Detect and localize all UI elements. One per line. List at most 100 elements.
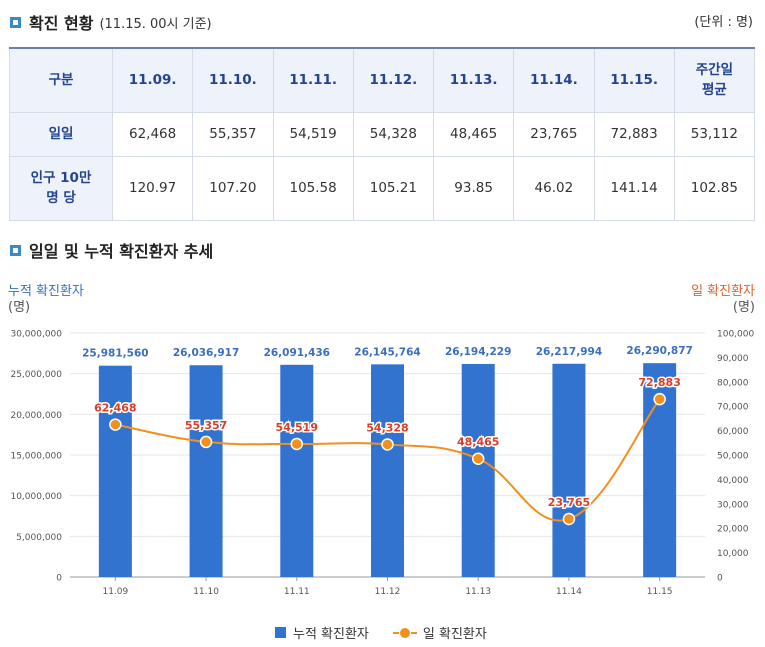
x-tick-label: 11.12 — [375, 587, 401, 597]
x-tick-label: 11.15 — [647, 587, 673, 597]
header-cell: 11.15. — [593, 47, 675, 113]
table-cell: 46.02 — [513, 155, 595, 221]
unit-label: (단위 : 명) — [694, 15, 753, 30]
left-axis-label: 누적 확진환자 — [8, 284, 84, 299]
table-cell: 54,328 — [352, 111, 435, 157]
row-label: 일일 — [9, 111, 113, 157]
bar-value-label: 26,194,229 — [445, 346, 511, 358]
point-value-label: 48,465 — [457, 436, 499, 449]
table-header-row: 구분 11.09. 11.10. 11.11. 11.12. 11.13. 11.14. 11… — [9, 47, 756, 113]
daily-cases-point — [381, 438, 394, 451]
left-tick-label: 30,000,000 — [10, 330, 62, 340]
daily-cases-point — [562, 512, 576, 526]
table-cell: 55,357 — [192, 111, 274, 157]
right-tick-label: 90,000 — [717, 354, 749, 364]
bar — [552, 363, 586, 577]
left-axis-unit: (명) — [8, 300, 31, 315]
status-title: 확진 현황 — [29, 14, 94, 33]
right-tick-label: 20,000 — [717, 525, 749, 535]
table-cell: 105.58 — [272, 155, 354, 221]
table-cell: 72,883 — [593, 111, 675, 157]
bar-value-label: 26,091,436 — [264, 347, 330, 359]
legend-line-label: 일 확진환자 — [422, 627, 487, 642]
left-tick-label: 25,000,000 — [10, 370, 62, 380]
left-axis-title: 누적 확진환자 (명) — [8, 284, 84, 316]
right-tick-label: 70,000 — [717, 403, 749, 413]
header-cell: 11.10. — [192, 47, 274, 113]
right-tick-label: 40,000 — [717, 476, 749, 486]
header-cell: 11.14. — [513, 47, 595, 113]
right-tick-label: 60,000 — [717, 427, 749, 437]
header-cell: 주간일 평균 — [673, 47, 756, 113]
left-tick-label: 20,000,000 — [10, 411, 62, 421]
bar — [461, 363, 495, 577]
table-cell: 54,519 — [272, 111, 354, 157]
bar-value-label: 26,145,764 — [354, 346, 420, 358]
table-cell: 48,465 — [432, 111, 515, 157]
right-tick-label: 30,000 — [717, 500, 749, 510]
point-value-label: 72,883 — [638, 376, 680, 389]
point-value-label: 54,519 — [276, 421, 318, 434]
x-tick-label: 11.09 — [102, 587, 128, 597]
status-section-header: 확진 현황 (11.15. 00시 기준) — [10, 10, 212, 34]
x-tick-label: 11.11 — [284, 587, 310, 597]
table-body: 일일 62,468 55,357 54,519 54,328 48,465 23,765 72… — [9, 111, 756, 221]
bar — [189, 365, 223, 577]
status-table: 구분 11.09. 11.10. 11.11. 11.12. 11.13. 11.14. 11… — [9, 47, 756, 221]
right-tick-label: 80,000 — [717, 378, 749, 388]
header-category: 구분 — [9, 47, 113, 113]
daily-cases-point — [653, 392, 666, 406]
status-subtitle: (11.15. 00시 기준) — [99, 16, 212, 32]
trend-chart: 누적 확진환자 (명) 일 확진환자 (명) 0 5,000,000 10,000,… — [0, 280, 765, 647]
bar-value-label: 25,981,560 — [82, 348, 148, 360]
chart-legend: 누적 확진환자 일 확진환자 — [275, 623, 487, 642]
legend-bar-swatch — [275, 627, 286, 638]
bar — [371, 364, 404, 577]
header-cell: 11.12. — [352, 47, 435, 113]
point-value-label: 62,468 — [94, 402, 136, 415]
legend-bar-label: 누적 확진환자 — [293, 627, 369, 642]
daily-cases-point — [109, 418, 122, 431]
row-label: 인구 10만 명 당 — [9, 155, 113, 221]
header-cell: 11.09. — [111, 47, 194, 113]
table-cell: 107.20 — [192, 155, 274, 221]
table-cell: 105.21 — [352, 155, 435, 221]
left-tick-label: 15,000,000 — [10, 452, 62, 462]
bar-value-label: 26,036,917 — [173, 347, 239, 359]
daily-cases-point — [199, 435, 213, 449]
table-cell: 102.85 — [673, 155, 756, 221]
point-value-label: 23,765 — [548, 496, 590, 509]
left-tick-label: 5,000,000 — [16, 533, 62, 543]
chart-canvas: 0 5,000,000 10,000,000 15,000,000 20,000,000… — [10, 330, 754, 598]
table-cell: 53,112 — [673, 111, 756, 157]
bar-value-label: 26,217,994 — [536, 346, 602, 358]
square-bullet-icon — [10, 244, 21, 256]
point-value-label: 55,357 — [185, 419, 227, 432]
legend-line-swatch — [392, 627, 417, 639]
table-cell: 120.97 — [111, 155, 194, 221]
table-cell: 93.85 — [432, 155, 515, 221]
x-tick-label: 11.13 — [465, 587, 491, 597]
x-tick-label: 11.10 — [193, 587, 219, 597]
x-tick-label: 11.14 — [556, 587, 582, 597]
point-value-label: 54,328 — [366, 421, 408, 434]
header-cell: 11.11. — [272, 47, 354, 113]
header-cell: 11.13. — [432, 47, 515, 113]
right-tick-label: 10,000 — [717, 549, 749, 559]
square-bullet-icon — [10, 16, 21, 28]
trend-section-header: 일일 및 누적 확진환자 추세 — [10, 238, 213, 262]
right-axis-label: 일 확진환자 — [691, 284, 755, 299]
table-cell: 141.14 — [593, 155, 675, 221]
right-axis-unit: (명) — [732, 300, 755, 315]
table-row: 인구 10만 명 당 120.97 107.20 105.58 105.21 93.85 46… — [9, 155, 756, 221]
bar — [280, 364, 314, 577]
table-cell: 23,765 — [513, 111, 595, 157]
right-tick-label: 100,000 — [717, 330, 754, 340]
right-tick-label: 0 — [717, 574, 723, 584]
daily-cases-point — [471, 452, 485, 465]
table-row: 일일 62,468 55,357 54,519 54,328 48,465 23,765 72… — [9, 111, 756, 157]
bar — [98, 365, 132, 577]
right-tick-label: 50,000 — [717, 452, 749, 462]
left-tick-label: 10,000,000 — [10, 492, 62, 502]
right-axis-title: 일 확진환자 (명) — [691, 284, 755, 316]
